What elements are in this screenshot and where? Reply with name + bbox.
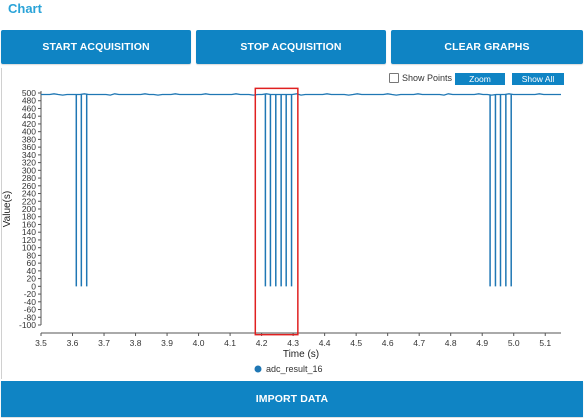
- x-axis-title: Time (s): [283, 349, 319, 360]
- y-tick-label: -20: [24, 289, 37, 299]
- y-tick-label: 20: [27, 274, 37, 284]
- x-tick-label: 4.3: [287, 338, 299, 348]
- x-tick-label: 4.0: [193, 338, 205, 348]
- y-tick-label: -40: [24, 297, 37, 307]
- clear-graphs-button[interactable]: CLEAR GRAPHS: [391, 30, 583, 64]
- x-tick-label: 4.2: [256, 338, 268, 348]
- x-tick-label: 3.6: [67, 338, 79, 348]
- x-tick-label: 3.7: [98, 338, 110, 348]
- y-tick-label: 360: [22, 142, 36, 152]
- y-tick-label: 460: [22, 103, 36, 113]
- y-tick-label: 40: [27, 266, 37, 276]
- x-tick-label: 4.4: [319, 338, 331, 348]
- highlight-box: [254, 87, 299, 336]
- page-title: Chart: [8, 1, 42, 16]
- x-tick-label: 3.9: [161, 338, 173, 348]
- y-tick-label: 180: [22, 212, 36, 222]
- y-tick-label: 200: [22, 204, 36, 214]
- y-tick-label: 140: [22, 227, 36, 237]
- x-tick-label: 3.5: [35, 338, 47, 348]
- show-all-button[interactable]: Show All: [512, 73, 564, 85]
- y-tick-label: 380: [22, 134, 36, 144]
- x-tick-label: 4.5: [350, 338, 362, 348]
- y-tick-label: 220: [22, 196, 36, 206]
- y-tick-label: 300: [22, 165, 36, 175]
- y-tick-label: 80: [27, 250, 37, 260]
- y-tick-label: 480: [22, 96, 36, 106]
- x-tick-label: 4.1: [224, 338, 236, 348]
- chart-panel: [1, 68, 584, 379]
- start-acquisition-button[interactable]: START ACQUISITION: [1, 30, 191, 64]
- y-tick-label: -100: [19, 320, 36, 330]
- y-tick-label: 0: [31, 281, 36, 291]
- y-tick-label: 120: [22, 235, 36, 245]
- legend-label: adc_result_16: [266, 364, 323, 374]
- x-tick-label: 4.9: [476, 338, 488, 348]
- y-tick-label: -80: [24, 312, 37, 322]
- y-tick-label: 240: [22, 189, 36, 199]
- y-tick-label: 100: [22, 243, 36, 253]
- y-tick-label: -60: [24, 305, 37, 315]
- y-tick-label: 340: [22, 150, 36, 160]
- x-tick-label: 4.7: [413, 338, 425, 348]
- y-tick-label: 400: [22, 127, 36, 137]
- y-tick-label: 440: [22, 111, 36, 121]
- show-points-label: Show Points: [402, 73, 453, 83]
- y-tick-label: 420: [22, 119, 36, 129]
- x-tick-label: 5.1: [539, 338, 551, 348]
- y-tick-label: 320: [22, 158, 36, 168]
- x-tick-label: 4.8: [445, 338, 457, 348]
- y-tick-label: 160: [22, 219, 36, 229]
- legend-marker: [254, 365, 262, 373]
- show-points-toggle[interactable]: Show Points: [389, 73, 452, 83]
- import-data-button[interactable]: IMPORT DATA: [1, 381, 583, 417]
- zoom-button[interactable]: Zoom: [455, 73, 505, 85]
- y-tick-label: 280: [22, 173, 36, 183]
- show-points-checkbox[interactable]: [389, 73, 399, 83]
- stop-acquisition-button[interactable]: STOP ACQUISITION: [196, 30, 386, 64]
- x-tick-label: 5.0: [508, 338, 520, 348]
- x-tick-label: 3.8: [130, 338, 142, 348]
- y-axis-title: Value(s): [2, 191, 13, 228]
- series-line-adc_result_16: [41, 93, 561, 96]
- x-tick-label: 4.6: [382, 338, 394, 348]
- y-tick-label: 260: [22, 181, 36, 191]
- y-tick-label: 500: [22, 88, 36, 98]
- y-tick-label: 60: [27, 258, 37, 268]
